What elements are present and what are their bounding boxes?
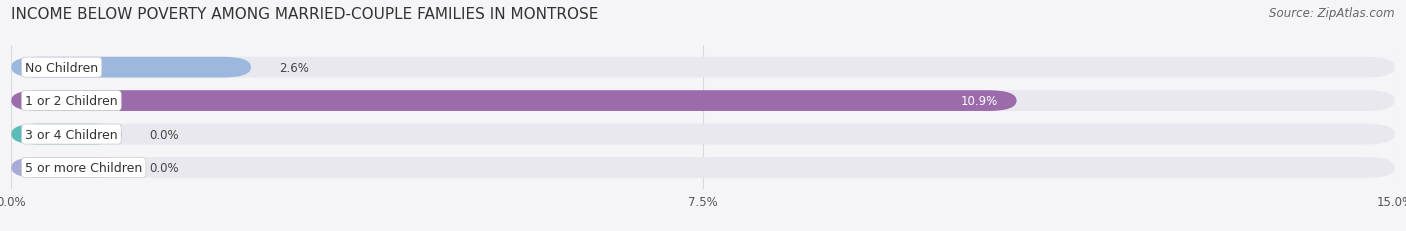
Text: Source: ZipAtlas.com: Source: ZipAtlas.com xyxy=(1270,7,1395,20)
FancyBboxPatch shape xyxy=(11,91,1395,112)
Text: 5 or more Children: 5 or more Children xyxy=(25,161,142,174)
Text: 10.9%: 10.9% xyxy=(960,95,998,108)
Text: 3 or 4 Children: 3 or 4 Children xyxy=(25,128,118,141)
FancyBboxPatch shape xyxy=(11,158,1395,178)
FancyBboxPatch shape xyxy=(11,58,252,78)
Text: 0.0%: 0.0% xyxy=(149,128,179,141)
FancyBboxPatch shape xyxy=(11,158,122,178)
Text: 1 or 2 Children: 1 or 2 Children xyxy=(25,95,118,108)
Text: INCOME BELOW POVERTY AMONG MARRIED-COUPLE FAMILIES IN MONTROSE: INCOME BELOW POVERTY AMONG MARRIED-COUPL… xyxy=(11,7,599,22)
FancyBboxPatch shape xyxy=(11,91,1017,112)
FancyBboxPatch shape xyxy=(11,58,1395,78)
Text: 2.6%: 2.6% xyxy=(278,61,308,74)
FancyBboxPatch shape xyxy=(11,124,1395,145)
FancyBboxPatch shape xyxy=(11,124,122,145)
Text: 0.0%: 0.0% xyxy=(149,161,179,174)
Text: No Children: No Children xyxy=(25,61,98,74)
